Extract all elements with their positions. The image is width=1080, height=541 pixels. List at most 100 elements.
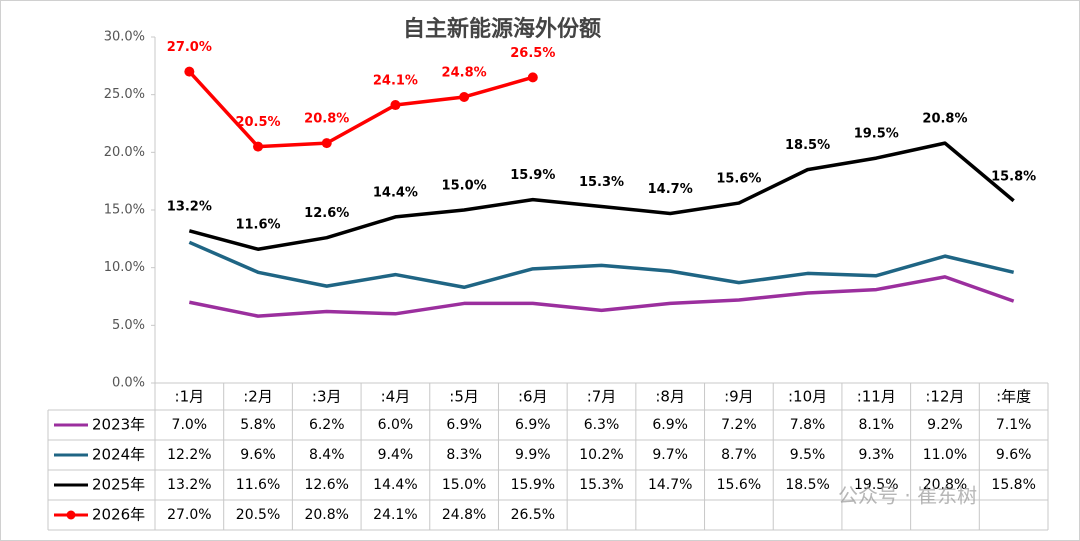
point <box>459 91 470 102</box>
data-label: 20.8% <box>922 112 967 127</box>
data-label: 11.6% <box>235 218 280 233</box>
y-tick-label: 30.0% <box>104 30 145 45</box>
table-cell: 24.8% <box>442 507 486 523</box>
x-tick-label: :8月 <box>655 388 685 406</box>
table-cell: 7.8% <box>790 417 826 433</box>
table-cell: 26.5% <box>511 507 555 523</box>
x-tick-label: :10月 <box>788 388 827 406</box>
legend-label: 2024年 <box>92 446 145 464</box>
data-label: 20.8% <box>304 112 349 127</box>
legend-label: 2026年 <box>92 506 145 524</box>
table-cell: 6.2% <box>309 417 345 433</box>
table-cell: 8.7% <box>721 447 757 463</box>
table-cell: 8.4% <box>309 447 345 463</box>
x-tick-label: :9月 <box>724 388 754 406</box>
x-tick-label: :3月 <box>312 388 342 406</box>
data-label: 15.8% <box>991 169 1036 184</box>
x-tick-label: :11月 <box>857 388 896 406</box>
y-tick-label: 20.0% <box>104 145 145 160</box>
table-cell: 19.5% <box>854 477 898 493</box>
point <box>184 66 195 77</box>
data-label: 15.6% <box>716 172 761 187</box>
series-line <box>189 275 1015 318</box>
y-tick-label: 10.0% <box>104 260 145 275</box>
x-tick-label: :5月 <box>449 388 479 406</box>
data-label: 15.0% <box>442 179 487 194</box>
table-cell: 8.3% <box>446 447 482 463</box>
y-tick-label: 0.0% <box>112 376 145 391</box>
x-tick-label: :7月 <box>587 388 617 406</box>
series-line <box>188 141 1015 251</box>
data-label: 14.7% <box>648 182 693 197</box>
table-cell: 20.8% <box>923 477 967 493</box>
table-cell: 15.3% <box>579 477 623 493</box>
x-tick-label: :12月 <box>925 388 964 406</box>
table-cell: 6.3% <box>584 417 620 433</box>
point <box>253 141 264 152</box>
table-cell: 7.0% <box>172 417 208 433</box>
x-tick-label: :1月 <box>175 388 205 406</box>
table-cell: 14.7% <box>648 477 692 493</box>
table-cell: 5.8% <box>240 417 276 433</box>
table-cell: 9.4% <box>378 447 414 463</box>
y-tick-label: 15.0% <box>104 203 145 218</box>
data-label: 14.4% <box>373 185 418 200</box>
watermark: 公众号 · 崔东树 <box>838 484 977 508</box>
table-cell: 7.1% <box>996 417 1032 433</box>
table-cell: 9.2% <box>927 417 963 433</box>
table-cell: 9.3% <box>858 447 894 463</box>
data-label: 18.5% <box>785 138 830 153</box>
point <box>390 100 401 111</box>
series-line <box>188 70 534 149</box>
table-cell: 7.2% <box>721 417 757 433</box>
table-cell: 9.6% <box>240 447 276 463</box>
table-cell: 11.6% <box>236 477 280 493</box>
x-tick-label: :6月 <box>518 388 548 406</box>
table-cell: 8.1% <box>858 417 894 433</box>
table-cell: 10.2% <box>579 447 623 463</box>
table-cell: 9.6% <box>996 447 1032 463</box>
data-label: 15.9% <box>510 168 555 183</box>
data-label: 27.0% <box>167 40 212 55</box>
table-cell: 27.0% <box>167 507 211 523</box>
table-cell: 9.5% <box>790 447 826 463</box>
data-label: 15.3% <box>579 175 624 190</box>
table-cell: 15.9% <box>511 477 555 493</box>
chart-title: 自主新能源海外份额 <box>403 16 601 42</box>
data-label: 20.5% <box>235 115 280 130</box>
legend-label: 2023年 <box>92 416 145 434</box>
table-cell: 6.9% <box>652 417 688 433</box>
table-cell: 12.6% <box>304 477 348 493</box>
table-cell: 6.9% <box>515 417 551 433</box>
table-cell: 20.8% <box>304 507 348 523</box>
point <box>527 72 538 83</box>
x-tick-label: :2月 <box>243 388 273 406</box>
y-tick-label: 5.0% <box>112 318 145 333</box>
table-cell: 15.8% <box>991 477 1035 493</box>
table-cell: 13.2% <box>167 477 211 493</box>
legend-label: 2025年 <box>92 476 145 494</box>
table-cell: 11.0% <box>923 447 967 463</box>
table-cell: 9.7% <box>652 447 688 463</box>
data-label: 12.6% <box>304 206 349 221</box>
data-label: 24.1% <box>373 74 418 89</box>
table-cell: 6.0% <box>378 417 414 433</box>
series-line <box>188 240 1015 290</box>
data-label: 13.2% <box>167 199 212 214</box>
data-label: 19.5% <box>854 127 899 142</box>
data-label: 26.5% <box>510 46 555 61</box>
point <box>321 138 332 149</box>
table-cell: 14.4% <box>373 477 417 493</box>
table-cell: 20.5% <box>236 507 280 523</box>
legend-marker <box>66 510 76 520</box>
table-cell: 24.1% <box>373 507 417 523</box>
x-tick-label: :4月 <box>381 388 411 406</box>
table-cell: 6.9% <box>446 417 482 433</box>
table-cell: 9.9% <box>515 447 551 463</box>
table-cell: 12.2% <box>167 447 211 463</box>
table-cell: 15.6% <box>717 477 761 493</box>
table-cell: 18.5% <box>785 477 829 493</box>
data-label: 24.8% <box>442 65 487 80</box>
x-tick-label: :年度 <box>996 388 1031 406</box>
